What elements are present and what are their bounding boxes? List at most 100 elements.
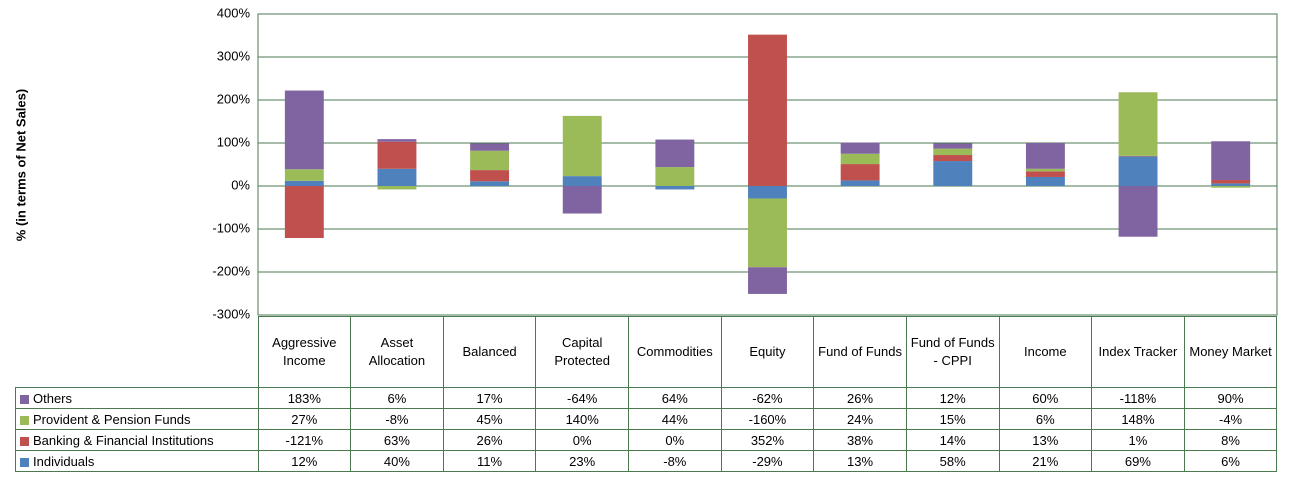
value-label: 1% [1091, 429, 1185, 451]
bar-segment [377, 186, 417, 190]
value-label: 26% [442, 429, 537, 451]
value-label: 69% [1091, 450, 1185, 472]
bar-segment [1118, 186, 1158, 237]
value-label: 60% [998, 387, 1093, 409]
bar-segment [840, 180, 880, 186]
value-label: 13% [813, 450, 907, 472]
category-label: Fund of Funds - CPPI [905, 316, 1000, 388]
bar-segment [1211, 141, 1251, 180]
bar-segment [933, 161, 973, 186]
bar-segment [470, 170, 510, 182]
value-label: 45% [442, 408, 537, 430]
value-label: -118% [1091, 387, 1185, 409]
value-label: 6% [1183, 450, 1278, 472]
y-tick-label: 400% [217, 5, 251, 20]
value-label: 17% [442, 387, 537, 409]
value-label: -8% [628, 450, 722, 472]
value-label: 8% [1183, 429, 1278, 451]
category-label: Income [998, 316, 1093, 388]
bar-segment [1025, 168, 1065, 172]
value-label: 24% [813, 408, 907, 430]
bar-segment [933, 155, 973, 162]
bar-segment [655, 139, 695, 168]
category-label: Equity [720, 316, 815, 388]
value-label: -121% [257, 429, 352, 451]
bar-segment [377, 139, 417, 142]
plot-border [257, 13, 1278, 316]
value-label: 0% [535, 429, 629, 451]
series-name: Banking & Financial Institutions [33, 432, 214, 448]
bar-segment [840, 153, 880, 165]
bar-segment [1025, 143, 1065, 169]
y-tick-label: -300% [212, 306, 250, 321]
bar-segment [840, 164, 880, 181]
legend-entry: Provident & Pension Funds [15, 408, 259, 430]
bar-segment [748, 198, 787, 268]
value-label: 12% [905, 387, 1000, 409]
category-label: Fund of Funds [813, 316, 907, 388]
value-label: 63% [350, 429, 444, 451]
value-label: 21% [998, 450, 1093, 472]
bar-segment [1025, 176, 1065, 186]
value-label: -160% [720, 408, 815, 430]
bar-segment [1118, 92, 1158, 156]
bar-segment [470, 143, 510, 151]
corner [16, 317, 259, 388]
header-row: Aggressive Income Asset Allocation Balance… [16, 316, 1278, 388]
value-label: 0% [628, 429, 722, 451]
value-label: -8% [350, 408, 444, 430]
bar-segment [470, 181, 510, 186]
bar-segment [1211, 183, 1251, 186]
bar-segment [933, 148, 973, 156]
data-table: Aggressive Income Asset Allocation Balance… [15, 316, 1278, 472]
series-row: Individuals 12% 40% 11% 23% -8% -29% 13% 58% 21% 6… [15, 450, 1278, 472]
bar-segment [284, 90, 324, 170]
legend-swatch [20, 436, 29, 446]
y-tick-label: 100% [217, 134, 251, 149]
value-label: 44% [628, 408, 722, 430]
y-axis-label: % (in terms of Net Sales) [13, 89, 28, 241]
y-tick-label: -200% [212, 263, 250, 278]
category-label: Money Market [1183, 316, 1278, 388]
bar-segment [748, 34, 787, 186]
value-label: 38% [813, 429, 907, 451]
category-label: Commodities [628, 316, 722, 388]
y-tick-label: 300% [217, 48, 251, 63]
category-label: Index Tracker [1091, 316, 1185, 388]
value-label: 26% [813, 387, 907, 409]
value-label: 27% [257, 408, 352, 430]
legend-entry: Banking & Financial Institutions [15, 429, 259, 451]
series-name: Others [33, 390, 73, 406]
bar-segment [655, 186, 695, 190]
category-label: Capital Protected [535, 316, 629, 388]
value-label: 352% [720, 429, 815, 451]
value-label: 15% [905, 408, 1000, 430]
value-label: 12% [257, 450, 352, 472]
value-label: 64% [628, 387, 722, 409]
value-label: 6% [998, 408, 1093, 430]
value-label: 58% [905, 450, 1000, 472]
bar-segment [377, 168, 417, 186]
bar-segment [840, 142, 880, 154]
bar-segment [284, 169, 324, 181]
category-label: Aggressive Income [257, 316, 352, 388]
bar-segment [562, 176, 602, 186]
value-label: 6% [350, 387, 444, 409]
series-row: Provident & Pension Funds 27% -8% 45% 140% 44… [15, 408, 1278, 430]
series-row: Banking & Financial Institutions -121% 63%… [15, 429, 1278, 451]
value-label: 13% [998, 429, 1093, 451]
bar-segment [748, 267, 787, 294]
value-label: 148% [1091, 408, 1185, 430]
bar-segment [1025, 171, 1065, 177]
value-label: 40% [350, 450, 444, 472]
value-label: 23% [535, 450, 629, 472]
legend-swatch [20, 394, 29, 404]
bar-segment [655, 167, 695, 186]
legend-swatch [20, 457, 29, 467]
series-name: Individuals [33, 453, 95, 469]
bar-segment [284, 186, 324, 239]
legend-swatch [20, 415, 29, 425]
value-label: 11% [442, 450, 537, 472]
